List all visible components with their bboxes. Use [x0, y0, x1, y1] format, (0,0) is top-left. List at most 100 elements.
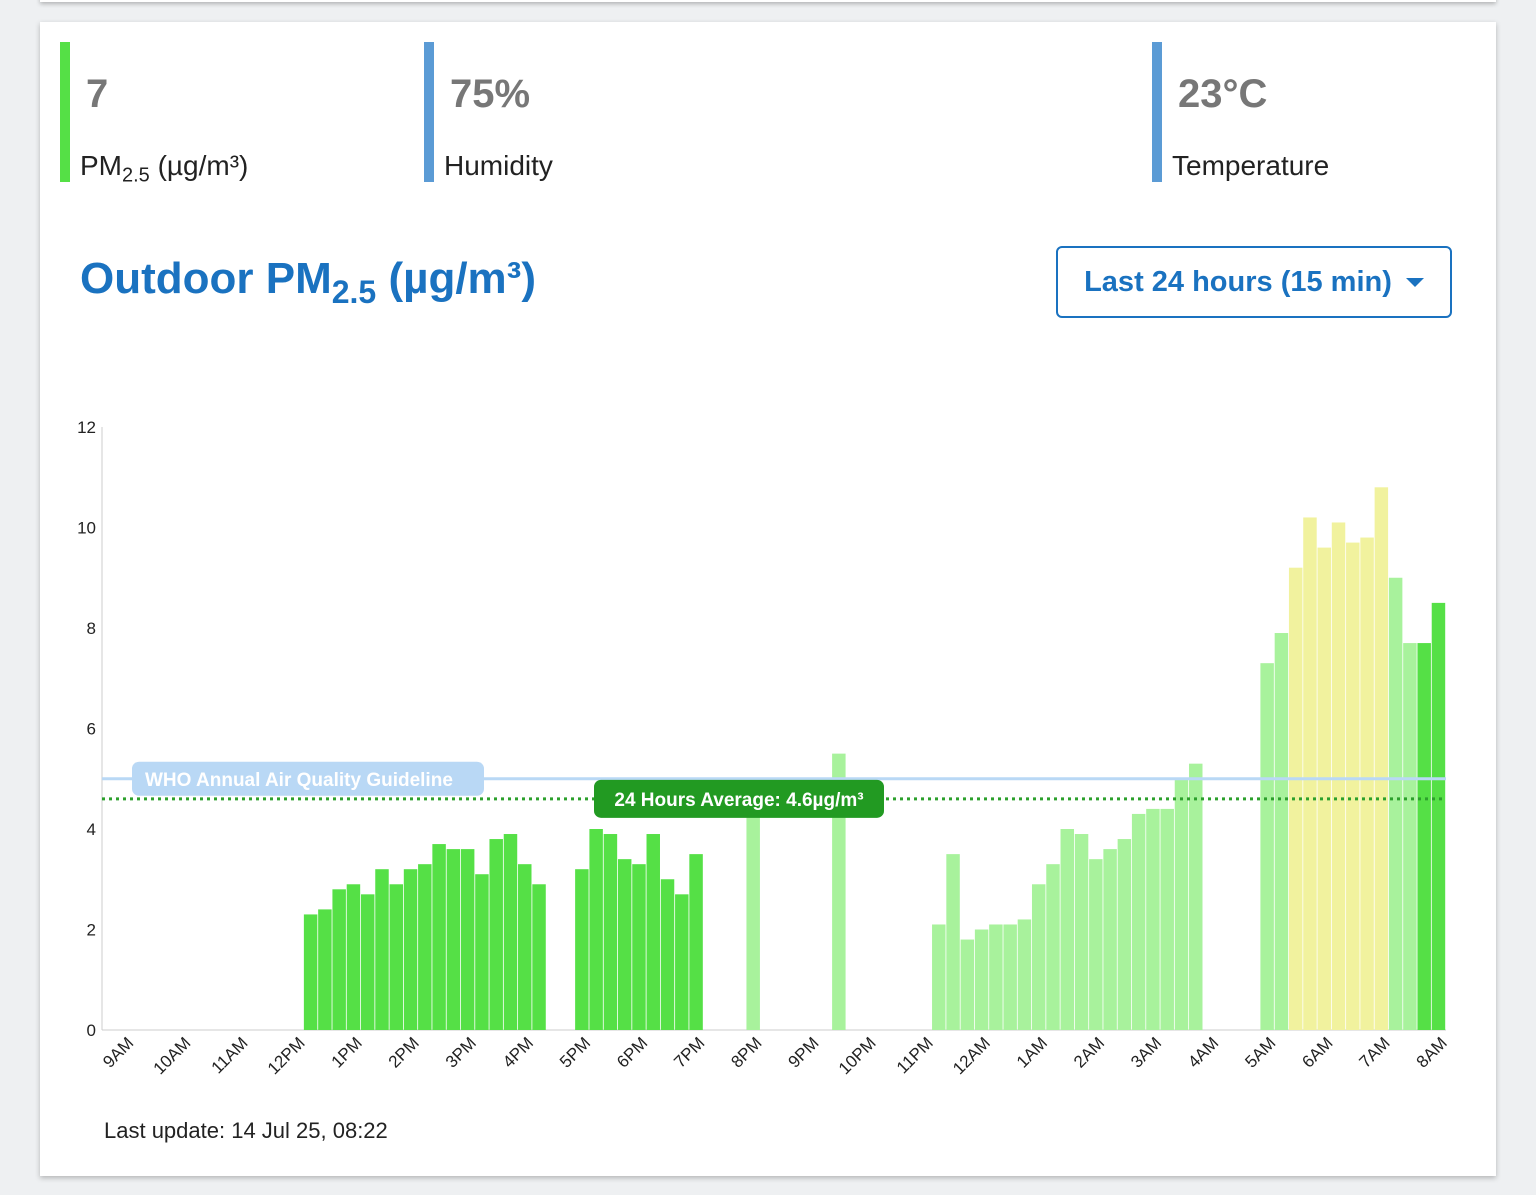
pm25-bar [589, 829, 603, 1030]
pm25-bar [1346, 542, 1360, 1030]
time-range-label: Last 24 hours (15 min) [1084, 265, 1392, 298]
x-tick-label: 8AM [1413, 1033, 1451, 1071]
pm25-bar [1374, 487, 1389, 1030]
x-tick-label: 4PM [499, 1033, 537, 1071]
temperature-stat-bar [1152, 42, 1162, 182]
pm25-bar [603, 834, 618, 1030]
pm25-bar [1260, 663, 1274, 1030]
humidity-value: 75% [450, 72, 531, 116]
y-tick-label: 12 [77, 418, 96, 437]
pm25-bar [1146, 808, 1160, 1030]
pm25-bar [1303, 517, 1317, 1030]
pm25-bar [1331, 522, 1346, 1030]
pm25-bar [446, 849, 461, 1030]
pm25-bar [1046, 864, 1060, 1030]
pm25-bar [375, 869, 389, 1030]
caret-down-icon [1405, 277, 1424, 287]
pm25-bar [746, 813, 760, 1030]
x-tick-label: 11AM [208, 1033, 252, 1077]
pm25-bar [532, 884, 546, 1030]
x-tick-label: 5PM [556, 1033, 594, 1071]
pm25-bar [1388, 577, 1403, 1030]
pm25-bar [1131, 813, 1146, 1030]
x-tick-label: 10PM [835, 1033, 880, 1078]
pm25-bar [946, 854, 960, 1030]
pm25-bar [932, 924, 946, 1030]
pm25-bar [1060, 829, 1075, 1030]
pm25-bar [1403, 643, 1417, 1030]
y-tick-label: 10 [77, 519, 96, 538]
previous-card-edge [40, 0, 1496, 2]
x-tick-label: 5AM [1241, 1033, 1279, 1071]
x-tick-label: 6PM [613, 1033, 651, 1071]
y-tick-label: 4 [87, 820, 96, 839]
pm25-bar [575, 869, 589, 1030]
pm25-bar [1288, 567, 1303, 1030]
humidity-label: Humidity [444, 150, 553, 181]
x-tick-label: 3PM [442, 1033, 480, 1071]
pm25-bar [1103, 849, 1117, 1030]
pm25-bar [403, 869, 418, 1030]
pm25-bar [389, 884, 404, 1030]
x-tick-label: 9PM [784, 1033, 822, 1071]
x-tick-label: 4AM [1184, 1033, 1222, 1071]
pm25-bar [675, 894, 689, 1030]
pm25-bar [346, 884, 361, 1030]
x-tick-label: 10AM [150, 1033, 195, 1078]
x-tick-label: 1AM [1013, 1033, 1051, 1071]
x-tick-label: 2PM [385, 1033, 423, 1071]
pm25-bar [332, 889, 346, 1030]
x-tick-label: 7PM [670, 1033, 708, 1071]
pm-card: 7 PM2.5 (µg/m³) 75% Humidity 23°C Temper… [40, 22, 1496, 1176]
x-tick-label: 11PM [893, 1033, 937, 1077]
pm25-bar [475, 874, 489, 1030]
x-tick-label: 12PM [264, 1033, 309, 1078]
last-update: Last update: 14 Jul 25, 08:22 [104, 1118, 388, 1143]
pm25-bar [360, 894, 375, 1030]
who-guideline-label-bg [132, 761, 484, 796]
pm25-bar [1417, 643, 1431, 1030]
average-label: 24 Hours Average: 4.6µg/m³ [614, 790, 863, 811]
humidity-stat-bar [424, 42, 434, 182]
x-tick-label: 3AM [1127, 1033, 1165, 1071]
pm25-bar [1160, 808, 1174, 1030]
pm25-bar [318, 909, 332, 1030]
time-range-dropdown[interactable]: Last 24 hours (15 min) [1056, 246, 1452, 318]
pm25-bar [1189, 763, 1203, 1030]
x-tick-label: 7AM [1356, 1033, 1394, 1071]
pm25-bar [418, 864, 432, 1030]
pm25-bar [1274, 633, 1289, 1030]
pm25-stat-bar [60, 42, 70, 182]
y-tick-label: 2 [87, 921, 96, 940]
x-tick-label: 6AM [1298, 1033, 1336, 1071]
chart-title: Outdoor PM2.5 (µg/m³) [80, 254, 536, 310]
pm25-bar [689, 854, 703, 1030]
pm25-bar [989, 924, 1003, 1030]
pm25-bar [432, 844, 446, 1030]
pm25-bar [1089, 859, 1103, 1030]
pm25-bar [632, 864, 646, 1030]
pm25-bar [1117, 839, 1132, 1030]
x-tick-label: 9AM [99, 1033, 137, 1071]
pm25-bar [974, 929, 989, 1030]
pm25-bar [460, 849, 475, 1030]
pm25-bar [1017, 919, 1032, 1030]
who-guideline-label: WHO Annual Air Quality Guideline [145, 770, 453, 791]
temperature-value: 23°C [1178, 72, 1268, 116]
pm25-bar [1031, 884, 1046, 1030]
average-label-bg [594, 779, 884, 818]
humidity-stat: 75% Humidity [424, 42, 553, 182]
pm25-bar [960, 939, 975, 1030]
pm25-bar [1317, 547, 1331, 1030]
y-tick-label: 6 [87, 720, 96, 739]
pm25-bar [1360, 537, 1374, 1030]
x-tick-label: 12AM [949, 1033, 994, 1078]
pm25-stat: 7 PM2.5 (µg/m³) [60, 42, 248, 187]
y-tick-label: 0 [87, 1021, 96, 1040]
pm25-bar [1174, 778, 1189, 1030]
pm25-bar [1074, 834, 1089, 1030]
pm25-bar [503, 834, 518, 1030]
pm25-bar [489, 839, 503, 1030]
pm25-bar [1003, 924, 1017, 1030]
temperature-label: Temperature [1172, 150, 1330, 181]
